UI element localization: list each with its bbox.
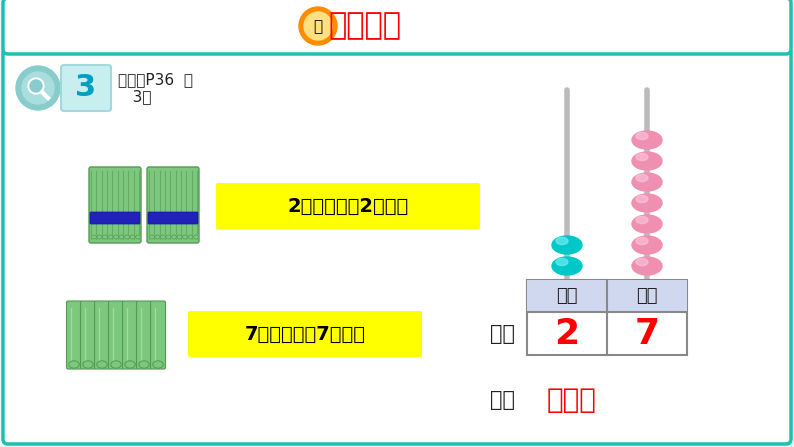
Ellipse shape	[69, 361, 79, 368]
Ellipse shape	[632, 194, 662, 212]
FancyBboxPatch shape	[3, 0, 791, 54]
Text: 7: 7	[634, 316, 660, 350]
Ellipse shape	[111, 361, 121, 368]
Ellipse shape	[154, 362, 162, 367]
Ellipse shape	[636, 174, 648, 181]
Ellipse shape	[636, 237, 648, 245]
FancyBboxPatch shape	[147, 167, 199, 243]
Text: 探索新知: 探索新知	[328, 12, 401, 41]
Ellipse shape	[166, 235, 171, 239]
Ellipse shape	[130, 235, 135, 239]
Circle shape	[22, 72, 54, 104]
Ellipse shape	[636, 258, 648, 266]
Ellipse shape	[632, 215, 662, 233]
Ellipse shape	[112, 362, 120, 367]
Ellipse shape	[102, 235, 107, 239]
Bar	[527, 280, 687, 355]
FancyBboxPatch shape	[109, 301, 124, 369]
Ellipse shape	[552, 236, 582, 254]
Text: 2捆小棒表示2个十。: 2捆小棒表示2个十。	[287, 197, 409, 215]
Ellipse shape	[636, 153, 648, 160]
Circle shape	[299, 7, 337, 45]
Ellipse shape	[636, 132, 648, 139]
Ellipse shape	[70, 362, 78, 367]
Ellipse shape	[632, 173, 662, 191]
FancyBboxPatch shape	[94, 301, 110, 369]
Ellipse shape	[155, 235, 160, 239]
Ellipse shape	[91, 235, 97, 239]
Ellipse shape	[126, 362, 134, 367]
Ellipse shape	[160, 235, 165, 239]
Ellipse shape	[636, 216, 648, 224]
FancyBboxPatch shape	[61, 65, 111, 111]
Ellipse shape	[188, 235, 193, 239]
FancyBboxPatch shape	[188, 311, 422, 357]
FancyBboxPatch shape	[80, 301, 95, 369]
Ellipse shape	[119, 235, 124, 239]
Text: 个位: 个位	[636, 287, 657, 305]
Ellipse shape	[97, 361, 107, 368]
Circle shape	[28, 78, 44, 94]
Ellipse shape	[183, 235, 187, 239]
Text: 3: 3	[75, 73, 97, 102]
Text: 写作: 写作	[490, 324, 515, 343]
FancyBboxPatch shape	[122, 301, 137, 369]
Ellipse shape	[139, 361, 149, 368]
Ellipse shape	[172, 235, 176, 239]
Ellipse shape	[84, 362, 92, 367]
Circle shape	[30, 80, 42, 92]
Ellipse shape	[125, 361, 135, 368]
Ellipse shape	[632, 152, 662, 170]
Ellipse shape	[632, 236, 662, 254]
FancyBboxPatch shape	[3, 48, 791, 444]
FancyBboxPatch shape	[67, 301, 82, 369]
Text: 二十七: 二十七	[547, 386, 597, 414]
Text: 🚀: 🚀	[314, 20, 322, 34]
Ellipse shape	[153, 361, 163, 368]
FancyBboxPatch shape	[90, 212, 140, 224]
FancyBboxPatch shape	[216, 183, 480, 229]
Bar	[527, 280, 687, 312]
Ellipse shape	[556, 258, 568, 266]
Ellipse shape	[83, 361, 93, 368]
Ellipse shape	[552, 257, 582, 275]
Ellipse shape	[636, 195, 648, 202]
Ellipse shape	[125, 235, 129, 239]
Ellipse shape	[136, 235, 141, 239]
Circle shape	[304, 12, 332, 40]
Ellipse shape	[114, 235, 118, 239]
Ellipse shape	[556, 237, 568, 245]
Ellipse shape	[194, 235, 198, 239]
Ellipse shape	[632, 257, 662, 275]
Ellipse shape	[140, 362, 148, 367]
Text: （教材P36  例
   3）: （教材P36 例 3）	[118, 72, 193, 105]
Circle shape	[16, 66, 60, 110]
FancyBboxPatch shape	[137, 301, 152, 369]
Ellipse shape	[177, 235, 182, 239]
Text: 2: 2	[554, 316, 580, 350]
Text: 十位: 十位	[557, 287, 578, 305]
Ellipse shape	[108, 235, 113, 239]
Text: 7根小棒表示7个一。: 7根小棒表示7个一。	[245, 325, 365, 343]
Ellipse shape	[632, 131, 662, 149]
FancyBboxPatch shape	[151, 301, 165, 369]
Ellipse shape	[149, 235, 155, 239]
Ellipse shape	[98, 362, 106, 367]
FancyBboxPatch shape	[89, 167, 141, 243]
FancyBboxPatch shape	[148, 212, 198, 224]
Text: 读作: 读作	[490, 390, 515, 410]
Ellipse shape	[97, 235, 102, 239]
